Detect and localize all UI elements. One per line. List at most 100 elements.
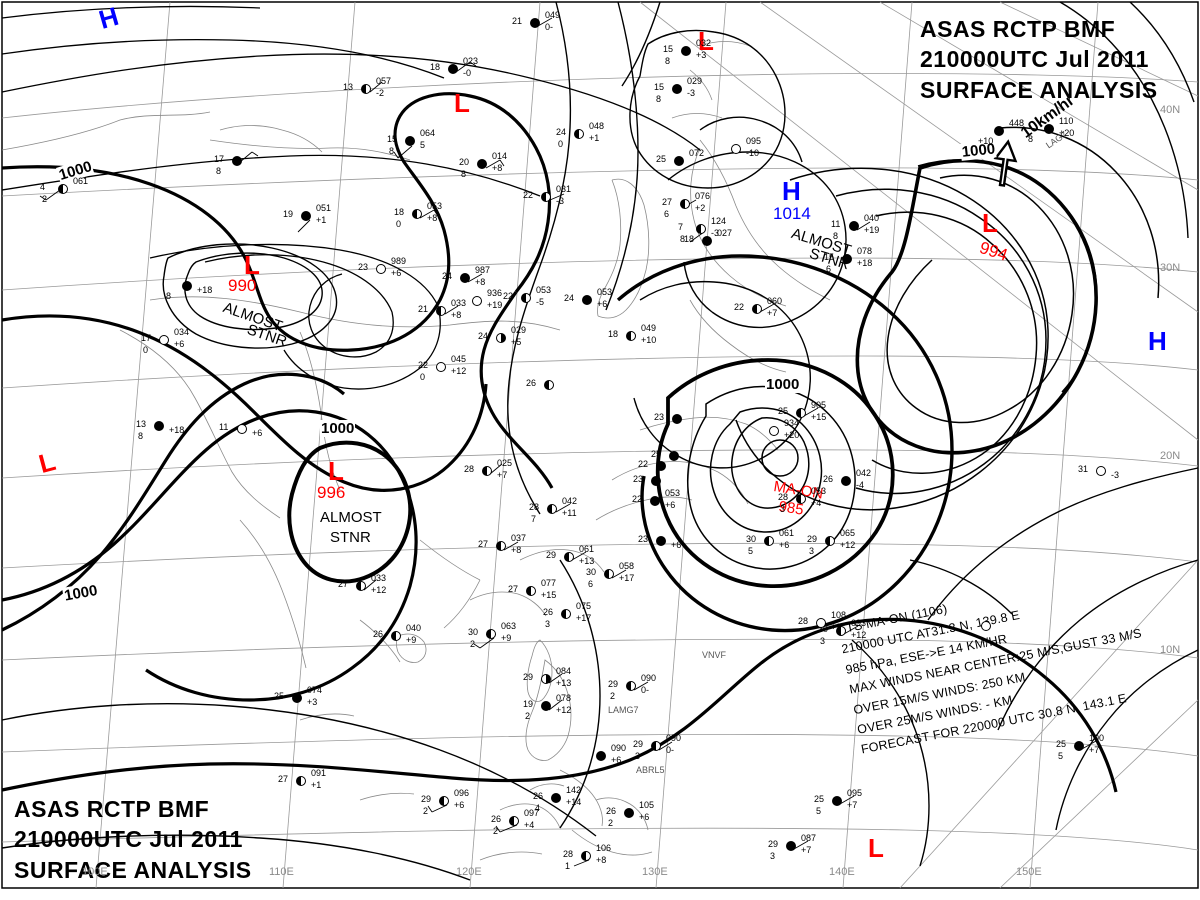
station-cloud-cover-icon (237, 424, 247, 434)
station-pressure: 027 (717, 228, 733, 238)
station-cloud-cover-icon (582, 295, 592, 305)
graticule-lon-label: 110E (269, 866, 294, 878)
graticule-lon-label: 100E (82, 866, 108, 878)
station-temperature: 24 (478, 331, 489, 341)
station-temperature: 26 (491, 814, 502, 824)
station-dewpoint: 0 (396, 219, 402, 229)
station-temperature: 19 (523, 699, 534, 709)
station-temperature: 24 (442, 271, 453, 281)
station-cloud-cover-icon (832, 796, 842, 806)
station-pressure-tendency: +20 (1059, 128, 1075, 138)
station-cloud-cover-icon (596, 751, 606, 761)
station-cloud-cover-icon (650, 496, 660, 506)
station-dewpoint: 5 (1058, 751, 1064, 761)
station-temperature: 25 (656, 154, 667, 164)
station-pressure-tendency: +7 (497, 470, 508, 480)
station-temperature: 22 (503, 291, 514, 301)
station-temperature: 23 (638, 534, 649, 544)
station-cloud-cover-icon (836, 626, 846, 636)
station-pressure: 040 (406, 623, 422, 633)
station-pressure: 448 (1009, 118, 1025, 128)
contour-label-5: 1000 (765, 376, 801, 393)
station-cloud-cover-icon (412, 209, 422, 219)
station-cloud-cover-icon (574, 129, 584, 139)
title-top-line2: 210000UTC Jul 2011 (920, 46, 1149, 73)
station-pressure: 048 (589, 121, 605, 131)
low-996-letter: L (328, 456, 344, 486)
station-dewpoint: 8 (680, 234, 686, 244)
station-dewpoint: 6 (826, 264, 832, 274)
station-pressure-tendency: +12 (556, 705, 572, 715)
station-pressure: 075 (576, 601, 592, 611)
station-pressure-tendency: -5 (536, 297, 545, 307)
station-cloud-cover-icon (1074, 741, 1084, 751)
station-cloud-cover-icon (981, 621, 991, 631)
station-pressure-tendency: -0 (463, 68, 472, 78)
station-cloud-cover-icon (672, 84, 682, 94)
station-temperature: 26 (533, 791, 544, 801)
station-pressure: 097 (524, 808, 540, 818)
isobar-994-core (855, 158, 1098, 455)
station-temperature: 29 (633, 739, 644, 749)
isobar-1000-s (1, 617, 1048, 792)
station-pressure-tendency: +8 (492, 163, 503, 173)
station-pressure-tendency: +1 (311, 780, 322, 790)
station-dewpoint: 6 (588, 579, 594, 589)
station-pressure: 106 (596, 843, 612, 853)
station-pressure: 014 (492, 151, 508, 161)
station-temperature: 28 (798, 616, 809, 626)
station-cloud-cover-icon (58, 184, 68, 194)
station-pressure-tendency: -3 (711, 228, 720, 238)
station-pressure-tendency: 5 (420, 140, 426, 150)
station-cloud-cover-icon (526, 586, 536, 596)
station-temperature: 11 (219, 422, 229, 432)
station-cloud-cover-icon (842, 254, 852, 264)
low-996-value: 996 (317, 483, 346, 502)
station-pressure-tendency: -2 (376, 88, 385, 98)
station-pressure: 064 (420, 128, 436, 138)
station-pressure: 023 (463, 56, 479, 66)
station-cloud-cover-icon (439, 796, 449, 806)
station-dewpoint: 8 (656, 94, 662, 104)
station-pressure: 100 (1089, 733, 1105, 743)
station-cloud-cover-icon (541, 701, 551, 711)
station-pressure-tendency: +4 (524, 820, 535, 830)
high-1014-letter: H (782, 176, 801, 206)
station-temperature: 13 (343, 82, 354, 92)
station-pressure: 060 (767, 296, 783, 306)
station-pressure: 936 (487, 288, 503, 298)
station-pressure: 072 (689, 148, 705, 158)
station-temperature: 29 (768, 839, 779, 849)
station-cloud-cover-icon (624, 808, 634, 818)
station-cloud-cover-icon (764, 536, 774, 546)
station-pressure-tendency: +8 (596, 855, 607, 865)
station-dewpoint: 2 (470, 639, 476, 649)
station-cloud-cover-icon (477, 159, 487, 169)
station-pressure: 090 (641, 673, 657, 683)
station-cloud-cover-icon (674, 156, 684, 166)
title-bottom-line3: SURFACE ANALYSIS (14, 856, 252, 883)
station-temperature: 29 (807, 534, 818, 544)
station-pressure: 989 (391, 256, 407, 266)
station-pressure-tendency: +4 (811, 498, 822, 508)
station-temperature: 19 (283, 209, 294, 219)
station-cloud-cover-icon (702, 236, 712, 246)
station-temperature: 22 (632, 494, 643, 504)
station-name-abrl5: ABRL5 (636, 765, 665, 775)
station-pressure: 061 (779, 528, 795, 538)
station-dewpoint: 2 (493, 826, 499, 836)
station-temperature: 29 (608, 679, 619, 689)
station-temperature: 27 (338, 579, 349, 589)
station-pressure: 034 (174, 327, 190, 337)
station-dewpoint: 8 (461, 169, 467, 179)
station-pressure-tendency: +19 (864, 225, 880, 235)
title-top-line3: SURFACE ANALYSIS (920, 76, 1158, 103)
station-temperature: 15 (663, 44, 674, 54)
station-pressure: 049 (641, 323, 657, 333)
station-temperature: 20 (459, 157, 470, 167)
station-pressure: 053 (536, 285, 552, 295)
station-cloud-cover-icon (509, 816, 519, 826)
station-pressure: 095 (847, 788, 863, 798)
station-pressure-tendency: +9 (406, 635, 417, 645)
station-pressure-tendency: +17 (619, 573, 635, 583)
